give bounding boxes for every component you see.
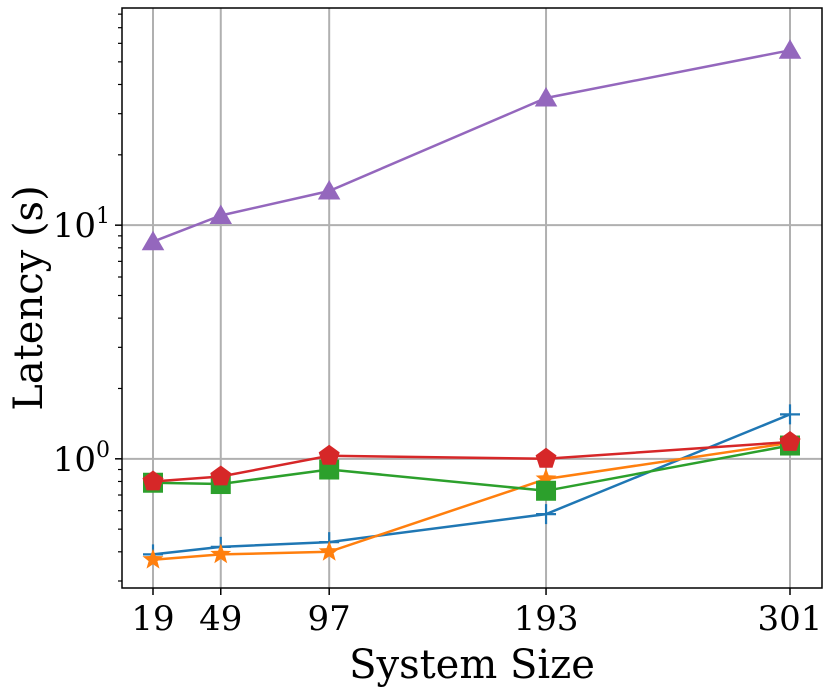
data-point-triangle	[141, 230, 165, 251]
data-point-triangle	[209, 204, 232, 224]
y-axis-title: Latency (s)	[6, 185, 52, 410]
series-red	[142, 431, 801, 491]
grid-lines	[122, 8, 822, 588]
series-purple	[141, 39, 802, 251]
x-axis-title: System Size	[349, 642, 595, 688]
data-point-plus	[780, 404, 800, 425]
data-point-plus	[536, 504, 557, 525]
data-point-pentagon	[318, 444, 340, 465]
plot-frame	[121, 7, 823, 589]
series-green	[143, 435, 800, 501]
series-line-purple	[152, 49, 791, 243]
data-point-star	[142, 548, 164, 569]
x-tick-label: 19	[131, 599, 174, 639]
data-point-star	[318, 540, 340, 561]
data-point-pentagon	[535, 447, 557, 468]
series-orange	[142, 431, 801, 569]
data-point-pentagon	[779, 431, 801, 451]
data-point-pentagon	[210, 465, 232, 486]
data-point-triangle	[778, 39, 802, 59]
axis-ticks: 19 49 97 193 301 100 101	[53, 13, 823, 639]
data-point-star	[210, 543, 232, 564]
data-point-pentagon	[142, 470, 164, 491]
data-point-square	[536, 480, 557, 501]
series-layer	[141, 39, 802, 569]
x-tick-label: 49	[199, 599, 242, 639]
data-point-triangle	[534, 87, 558, 107]
series-line-orange	[152, 441, 791, 561]
series-line-red	[152, 440, 791, 483]
data-point-star	[535, 468, 557, 488]
data-point-triangle	[317, 180, 341, 200]
x-tick-label: 301	[758, 599, 823, 639]
x-tick-label: 193	[514, 599, 579, 639]
y-tick-label: 101	[53, 204, 110, 246]
x-tick-label: 97	[308, 599, 351, 639]
y-tick-label: 100	[53, 438, 110, 480]
